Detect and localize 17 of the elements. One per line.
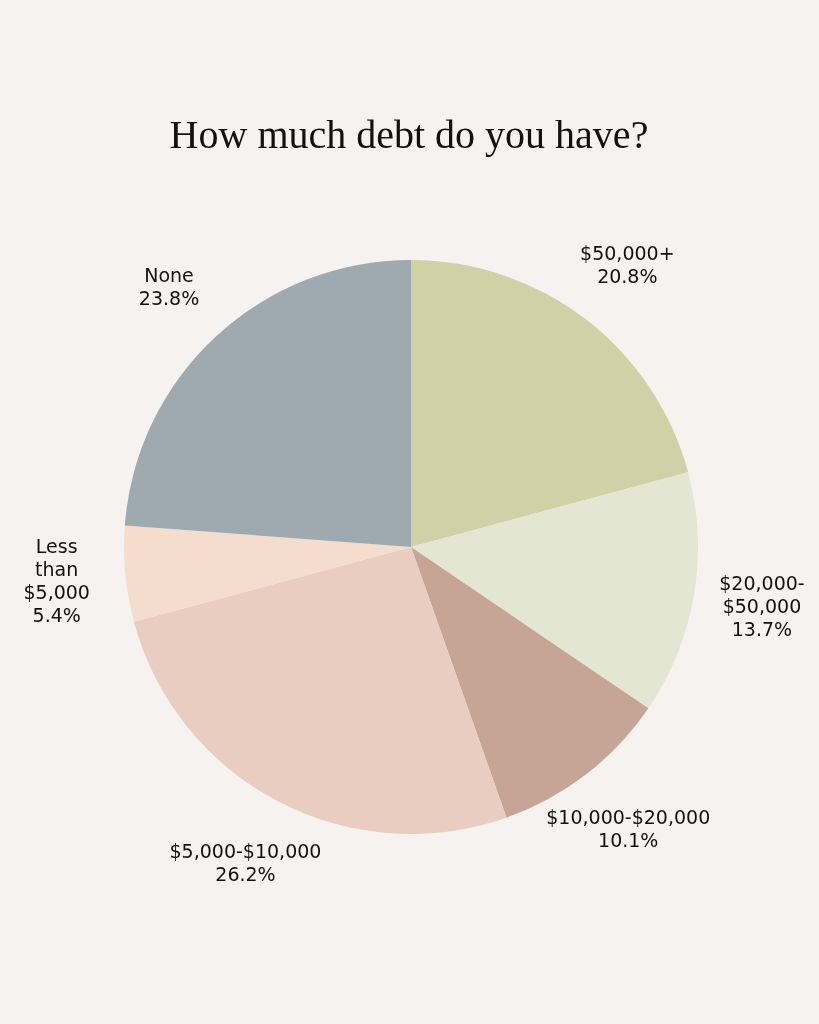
chart-title: How much debt do you have?: [169, 112, 649, 157]
data-label: 10.1%: [598, 829, 659, 852]
slice-label: $5,000-$10,000: [169, 839, 322, 862]
data-label: 20.8%: [597, 264, 658, 287]
slice-label: $10,000-$20,000: [546, 806, 711, 829]
data-label: 26.2%: [215, 862, 276, 885]
slice-label: Less than $5,000: [23, 534, 90, 603]
slice-label: $50,000+: [580, 241, 675, 264]
data-label: 13.7%: [731, 617, 793, 640]
slice-label: None: [144, 263, 194, 286]
data-label: 23.8%: [138, 286, 200, 309]
pie-slice: [411, 472, 698, 709]
slice-label: $20,000-$50,000: [719, 571, 805, 617]
data-label: 5.4%: [32, 603, 81, 626]
pie-slice: [124, 260, 411, 547]
pie-slice: [133, 547, 507, 834]
pie-slice: [124, 525, 411, 622]
